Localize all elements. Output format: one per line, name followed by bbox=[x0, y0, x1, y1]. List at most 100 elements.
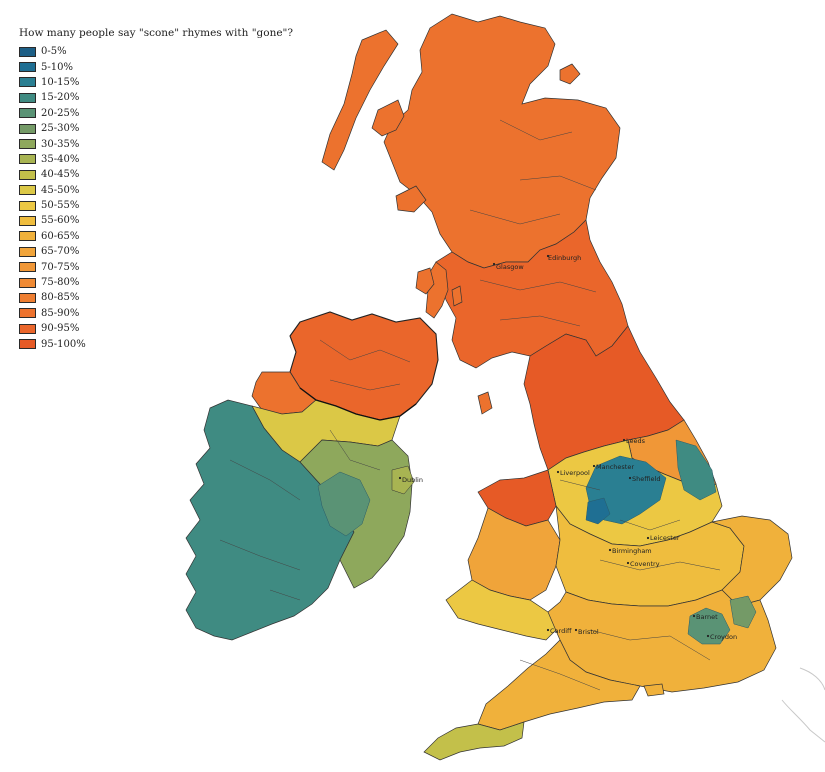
ni-border bbox=[299, 387, 417, 421]
isle-of-mull bbox=[395, 185, 427, 213]
legend-item: 50-55% bbox=[19, 198, 86, 213]
legend-swatch bbox=[19, 339, 36, 350]
legend-label: 0-5% bbox=[41, 46, 67, 58]
neighbouring-coast bbox=[781, 667, 825, 743]
croydon-marker bbox=[706, 634, 710, 638]
birmingham-marker bbox=[608, 548, 612, 552]
england-county-borders bbox=[519, 479, 721, 691]
legend-label: 65-70% bbox=[41, 246, 80, 258]
legend-swatch bbox=[19, 277, 36, 288]
legend-item: 40-45% bbox=[19, 167, 86, 182]
legend-item: 30-35% bbox=[19, 136, 86, 151]
city-barnet: Barnet bbox=[696, 613, 718, 621]
ireland-midlands-teal bbox=[317, 471, 371, 537]
legend-label: 60-65% bbox=[41, 230, 80, 242]
cardiff-marker bbox=[546, 628, 550, 632]
london-blue-zone bbox=[687, 607, 731, 645]
edinburgh-marker bbox=[546, 254, 550, 258]
city-cardiff: Cardiff bbox=[550, 627, 572, 635]
city-liverpool: Liverpool bbox=[560, 469, 590, 477]
leeds-marker bbox=[622, 438, 626, 442]
cornwall-devon bbox=[423, 721, 525, 761]
legend-swatch bbox=[19, 154, 36, 165]
region-midlands bbox=[477, 439, 723, 547]
legend-item: 0-5% bbox=[19, 44, 86, 59]
legend-label: 90-95% bbox=[41, 323, 80, 335]
wales-mid bbox=[467, 507, 561, 601]
isle-of-skye bbox=[371, 99, 405, 137]
dublin-marker bbox=[398, 476, 402, 480]
city-manchester: Manchester bbox=[596, 463, 634, 471]
legend-swatch bbox=[19, 292, 36, 303]
legend-swatch bbox=[19, 323, 36, 334]
legend-item: 35-40% bbox=[19, 152, 86, 167]
legend-swatch bbox=[19, 185, 36, 196]
isle-of-arran bbox=[451, 285, 463, 307]
legend-item: 15-20% bbox=[19, 90, 86, 105]
legend-label: 25-30% bbox=[41, 123, 80, 135]
legend-item: 10-15% bbox=[19, 75, 86, 90]
legend-item: 45-50% bbox=[19, 183, 86, 198]
lincoln-blue-zone bbox=[675, 439, 717, 501]
legend-item: 75-80% bbox=[19, 275, 86, 290]
legend-swatch bbox=[19, 169, 36, 180]
city-glasgow: Glasgow bbox=[496, 263, 524, 271]
city-edinburgh: Edinburgh bbox=[548, 254, 581, 262]
scotland-council-borders bbox=[469, 119, 597, 327]
dublin-area bbox=[391, 465, 415, 495]
legend-label: 10-15% bbox=[41, 76, 80, 88]
legend-label: 85-90% bbox=[41, 307, 80, 319]
legend-label: 40-45% bbox=[41, 169, 80, 181]
legend-label: 55-60% bbox=[41, 215, 80, 227]
city-birmingham: Birmingham bbox=[612, 547, 652, 555]
legend-swatch bbox=[19, 92, 36, 103]
barnet-marker bbox=[692, 614, 696, 618]
city-leicester: Leicester bbox=[650, 534, 680, 542]
legend-swatch bbox=[19, 123, 36, 134]
derby-blue-zone bbox=[585, 497, 611, 525]
legend-swatch bbox=[19, 108, 36, 119]
legend-item: 70-75% bbox=[19, 259, 86, 274]
map-title: How many people say "scone" rhymes with … bbox=[19, 27, 294, 39]
region-scotland bbox=[321, 13, 629, 369]
legend-swatch bbox=[19, 308, 36, 319]
legend-label: 20-25% bbox=[41, 107, 80, 119]
city-dublin: Dublin bbox=[402, 476, 423, 484]
ireland-county-borders bbox=[219, 339, 411, 601]
glasgow-marker bbox=[492, 262, 496, 266]
isle-of-islay bbox=[415, 267, 435, 295]
legend-label: 80-85% bbox=[41, 292, 80, 304]
legend-swatch bbox=[19, 46, 36, 57]
city-leeds: Leeds bbox=[626, 437, 646, 445]
kent-blue-zone bbox=[729, 595, 757, 629]
legend-swatch bbox=[19, 77, 36, 88]
legend-swatch bbox=[19, 231, 36, 242]
legend-item: 60-65% bbox=[19, 229, 86, 244]
legend-item: 95-100% bbox=[19, 336, 86, 351]
legend-label: 15-20% bbox=[41, 92, 80, 104]
legend-item: 5-10% bbox=[19, 59, 86, 74]
isle-of-man bbox=[477, 391, 493, 415]
region-ireland bbox=[185, 311, 439, 641]
region-southern-england-wales bbox=[423, 479, 793, 761]
legend-label: 45-50% bbox=[41, 184, 80, 196]
legend-item: 90-95% bbox=[19, 321, 86, 336]
legend-swatch bbox=[19, 262, 36, 273]
bristol-marker bbox=[574, 628, 578, 632]
legend-item: 55-60% bbox=[19, 213, 86, 228]
legend-swatch bbox=[19, 62, 36, 73]
legend-swatch bbox=[19, 215, 36, 226]
legend-label: 30-35% bbox=[41, 138, 80, 150]
legend: 0-5% 5-10% 10-15% 15-20% 20-25% 25-30% 30-35% 3… bbox=[19, 44, 86, 352]
legend-item: 20-25% bbox=[19, 106, 86, 121]
leicester-marker bbox=[646, 536, 650, 540]
liverpool-marker bbox=[556, 470, 560, 474]
legend-item: 25-30% bbox=[19, 121, 86, 136]
city-croydon: Croydon bbox=[710, 633, 737, 641]
legend-item: 80-85% bbox=[19, 290, 86, 305]
legend-swatch bbox=[19, 139, 36, 150]
legend-swatch bbox=[19, 246, 36, 257]
legend-swatch bbox=[19, 200, 36, 211]
south-west bbox=[477, 639, 641, 731]
